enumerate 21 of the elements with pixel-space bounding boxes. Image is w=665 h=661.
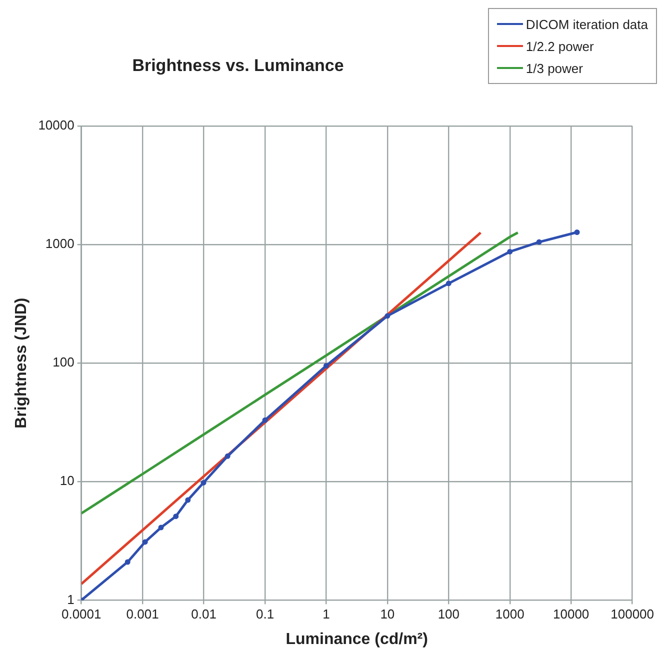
y-tick-label: 1000 [45, 236, 74, 252]
x-tick-label: 1 [322, 606, 330, 622]
x-tick-label: 0.0001 [61, 606, 102, 622]
x-tick-label: 10 [380, 606, 395, 622]
y-tick-label: 1 [67, 592, 74, 607]
x-tick-label: 100 [438, 606, 460, 622]
x-axis-title: Luminance (cd/m²) [286, 630, 428, 648]
x-tick-label: 0.01 [191, 606, 216, 622]
x-tick-label: 0.001 [126, 606, 159, 622]
y-axis-title: Brightness (JND) [13, 298, 30, 428]
legend-label: 1/2.2 power [526, 38, 594, 54]
y-tick-label: 10000 [38, 118, 74, 133]
legend-label: DICOM iteration data [526, 16, 648, 32]
x-tick-label: 1000 [495, 606, 524, 622]
legend-label: 1/3 power [526, 60, 583, 76]
x-tick-label: 10000 [553, 606, 590, 622]
y-tick-label: 10 [60, 473, 74, 488]
chart-title: Brightness vs. Luminance [131, 56, 345, 76]
x-tick-label: 100000 [610, 606, 654, 622]
y-tick-label: 100 [52, 354, 74, 370]
x-tick-label: 0.1 [256, 606, 274, 622]
